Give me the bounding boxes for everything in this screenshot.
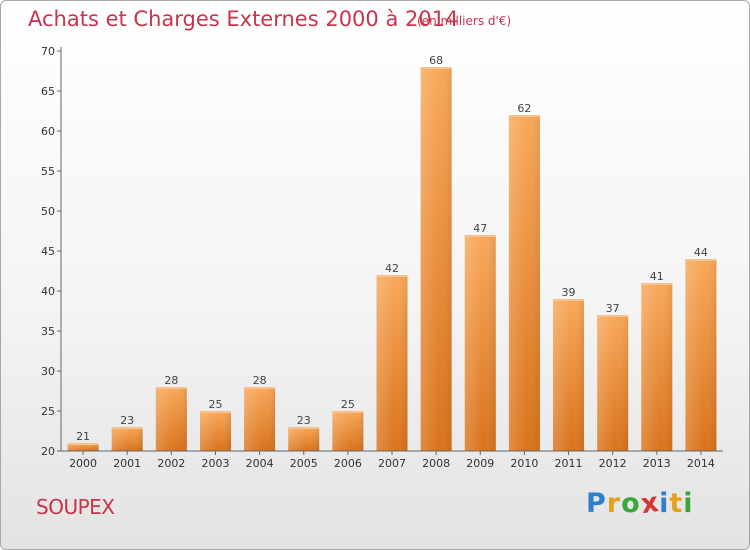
- bar-shade: [641, 283, 673, 451]
- y-tick-label: 55: [41, 165, 55, 178]
- value-labels-group: 21 23 28 25 28 23 25 42 68 47 62 39 37 41 44: [76, 54, 708, 443]
- bar-highlight: [641, 283, 673, 285]
- bar-shade: [376, 275, 408, 451]
- x-axis-ticks: 2000 2001 2002 2003 2004 2005 2006 2007 2008 2009…: [69, 451, 715, 470]
- x-tick-label: 2005: [290, 457, 318, 470]
- bar-highlight: [464, 235, 496, 237]
- chart-subtitle: (en milliers d'€): [417, 14, 512, 28]
- x-tick-label: 2011: [555, 457, 583, 470]
- x-tick-label: 2009: [466, 457, 494, 470]
- y-tick-label: 70: [41, 45, 55, 58]
- bar-shade: [332, 411, 364, 451]
- value-label: 23: [120, 414, 134, 427]
- bar-highlight: [508, 115, 540, 117]
- bar-shade: [111, 427, 143, 451]
- y-tick-label: 30: [41, 365, 55, 378]
- bar-highlight: [155, 387, 187, 389]
- value-label: 39: [562, 286, 576, 299]
- value-label: 44: [694, 246, 708, 259]
- y-tick-label: 35: [41, 325, 55, 338]
- bar-shade: [553, 299, 585, 451]
- value-label: 25: [341, 398, 355, 411]
- y-tick-label: 40: [41, 285, 55, 298]
- x-tick-label: 2007: [378, 457, 406, 470]
- bar-shade: [199, 411, 231, 451]
- value-label: 21: [76, 430, 90, 443]
- logo-letter: o: [621, 488, 641, 519]
- y-tick-label: 25: [41, 405, 55, 418]
- bar-shade: [67, 443, 99, 451]
- x-tick-label: 2002: [157, 457, 185, 470]
- value-label: 47: [473, 222, 487, 235]
- y-axis-ticks: 20 25 30 35 40 45 50 55 60 65 70: [41, 45, 61, 458]
- x-tick-label: 2003: [201, 457, 229, 470]
- y-tick-label: 45: [41, 245, 55, 258]
- y-tick-label: 65: [41, 85, 55, 98]
- bar-highlight: [288, 427, 320, 429]
- logo-letter: t: [669, 488, 684, 519]
- logo-letter: i: [683, 488, 694, 519]
- bar-shade: [288, 427, 320, 451]
- y-tick-label: 60: [41, 125, 55, 138]
- chart-title: Achats et Charges Externes 2000 à 2014: [28, 7, 459, 31]
- logo-letter: P: [586, 488, 607, 519]
- bar-shade: [155, 387, 187, 451]
- x-tick-label: 2008: [422, 457, 450, 470]
- y-tick-label: 20: [41, 445, 55, 458]
- x-tick-label: 2012: [599, 457, 627, 470]
- value-label: 62: [517, 102, 531, 115]
- value-label: 42: [385, 262, 399, 275]
- logo-letter: r: [606, 488, 622, 519]
- bar-highlight: [199, 411, 231, 413]
- bar-highlight: [332, 411, 364, 413]
- bar-highlight: [111, 427, 143, 429]
- x-tick-label: 2006: [334, 457, 362, 470]
- bar-shade: [685, 259, 717, 451]
- value-label: 23: [297, 414, 311, 427]
- x-tick-label: 2004: [246, 457, 274, 470]
- bar-shade: [420, 67, 452, 451]
- bar-highlight: [67, 443, 99, 445]
- bar-shade: [464, 235, 496, 451]
- proxiti-logo[interactable]: Proxiti: [586, 486, 694, 521]
- x-tick-label: 2013: [643, 457, 671, 470]
- bar-highlight: [597, 315, 629, 317]
- bar-highlight: [553, 299, 585, 301]
- value-label: 37: [606, 302, 620, 315]
- x-tick-label: 2014: [687, 457, 715, 470]
- logo-letter: x: [638, 486, 662, 521]
- x-tick-label: 2000: [69, 457, 97, 470]
- bar-shade: [244, 387, 276, 451]
- value-label: 28: [164, 374, 178, 387]
- value-label: 41: [650, 270, 664, 283]
- y-tick-label: 50: [41, 205, 55, 218]
- bar-shade: [508, 115, 540, 451]
- value-label: 25: [208, 398, 222, 411]
- commune-name: SOUPEX: [36, 495, 115, 519]
- logo-letter: i: [659, 488, 670, 519]
- value-label: 68: [429, 54, 443, 67]
- bar-highlight: [244, 387, 276, 389]
- bar-highlight: [376, 275, 408, 277]
- bar-shade: [597, 315, 629, 451]
- bar-highlight: [420, 67, 452, 69]
- bars-group: [67, 67, 717, 451]
- bar-highlight: [685, 259, 717, 261]
- x-tick-label: 2001: [113, 457, 141, 470]
- value-label: 28: [253, 374, 267, 387]
- x-tick-label: 2010: [510, 457, 538, 470]
